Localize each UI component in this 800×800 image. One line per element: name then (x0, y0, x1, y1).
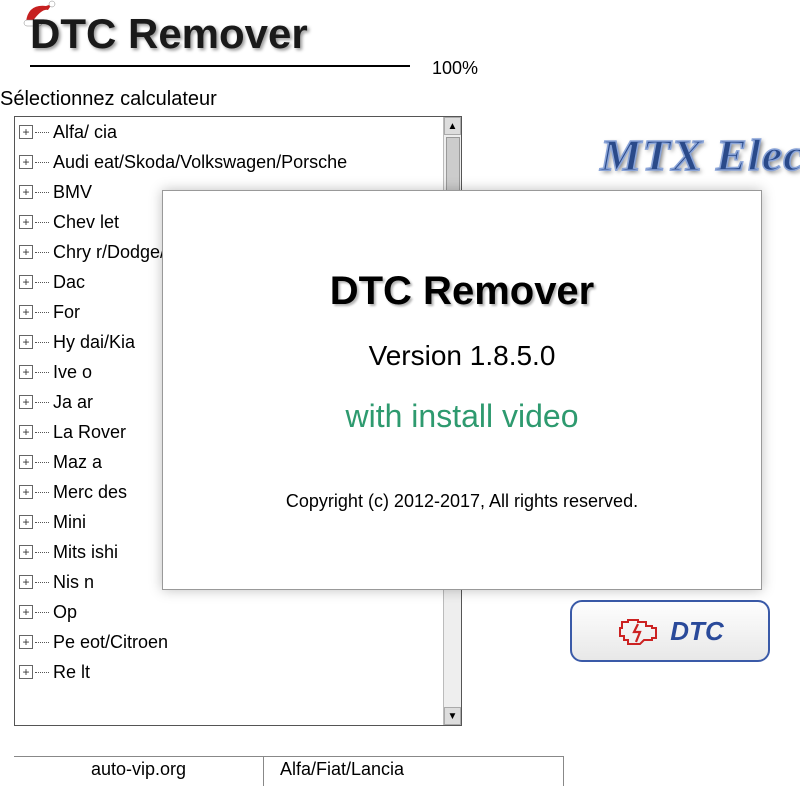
expand-icon[interactable]: + (19, 665, 33, 679)
tree-item-label: Pe eot/Citroen (53, 632, 168, 653)
expand-icon[interactable]: + (19, 305, 33, 319)
expand-icon[interactable]: + (19, 155, 33, 169)
about-title: DTC Remover (330, 269, 595, 314)
tree-item-label: Mits ishi (53, 542, 118, 563)
expand-icon[interactable]: + (19, 395, 33, 409)
progress-label: 100% (432, 58, 478, 79)
tree-item-label: Audi eat/Skoda/Volkswagen/Porsche (53, 152, 347, 173)
expand-icon[interactable]: + (19, 335, 33, 349)
tree-item[interactable]: + Audi eat/Skoda/Volkswagen/Porsche (15, 147, 461, 177)
tree-item-label: Op (53, 602, 77, 623)
expand-icon[interactable]: + (19, 365, 33, 379)
expand-icon[interactable]: + (19, 485, 33, 499)
tree-item[interactable]: + Op (15, 597, 461, 627)
tree-item-label: Ive o (53, 362, 92, 383)
title-underline (30, 65, 410, 67)
tree-item-label: Alfa/ cia (53, 122, 117, 143)
expand-icon[interactable]: + (19, 125, 33, 139)
brand-logo: MTX Elec (600, 130, 800, 181)
tree-item-label: Chev let (53, 212, 119, 233)
expand-icon[interactable]: + (19, 635, 33, 649)
tree-item-label: Re lt (53, 662, 90, 683)
tree-item-label: Hy dai/Kia (53, 332, 135, 353)
selector-label: Sélectionnez calculateur (0, 88, 217, 111)
about-dialog: DTC Remover Version 1.8.5.0 with install… (162, 190, 762, 590)
expand-icon[interactable]: + (19, 425, 33, 439)
scroll-down-icon[interactable]: ▼ (444, 707, 461, 725)
dtc-button[interactable]: DTC (570, 600, 770, 662)
tree-item-label: La Rover (53, 422, 126, 443)
about-copyright: Copyright (c) 2012-2017, All rights rese… (286, 491, 638, 512)
tree-item-label: Dac (53, 272, 85, 293)
tree-item-label: Nis n (53, 572, 94, 593)
expand-icon[interactable]: + (19, 215, 33, 229)
about-version: Version 1.8.5.0 (369, 340, 556, 372)
tree-item-label: Merc des (53, 482, 127, 503)
tree-item-label: Maz a (53, 452, 102, 473)
tree-item-label: BMV (53, 182, 92, 203)
expand-icon[interactable]: + (19, 245, 33, 259)
tree-item-label: Ja ar (53, 392, 93, 413)
expand-icon[interactable]: + (19, 185, 33, 199)
tree-item-label: For (53, 302, 80, 323)
expand-icon[interactable]: + (19, 545, 33, 559)
expand-icon[interactable]: + (19, 605, 33, 619)
tree-item-label: Mini (53, 512, 86, 533)
app-title: DTC Remover (30, 10, 308, 58)
engine-icon (616, 614, 660, 648)
main-window: DTC Remover 100% Sélectionnez calculateu… (0, 0, 800, 800)
status-selection: Alfa/Fiat/Lancia (264, 756, 564, 786)
about-install-video-text: with install video (346, 398, 579, 435)
status-bar: auto-vip.org Alfa/Fiat/Lancia (14, 756, 784, 786)
tree-item[interactable]: + Alfa/ cia (15, 117, 461, 147)
scroll-up-icon[interactable]: ▲ (444, 117, 461, 135)
expand-icon[interactable]: + (19, 515, 33, 529)
expand-icon[interactable]: + (19, 455, 33, 469)
expand-icon[interactable]: + (19, 575, 33, 589)
dtc-button-label: DTC (670, 616, 723, 647)
tree-item[interactable]: + Pe eot/Citroen (15, 627, 461, 657)
expand-icon[interactable]: + (19, 275, 33, 289)
tree-item[interactable]: + Re lt (15, 657, 461, 687)
status-site: auto-vip.org (14, 756, 264, 786)
